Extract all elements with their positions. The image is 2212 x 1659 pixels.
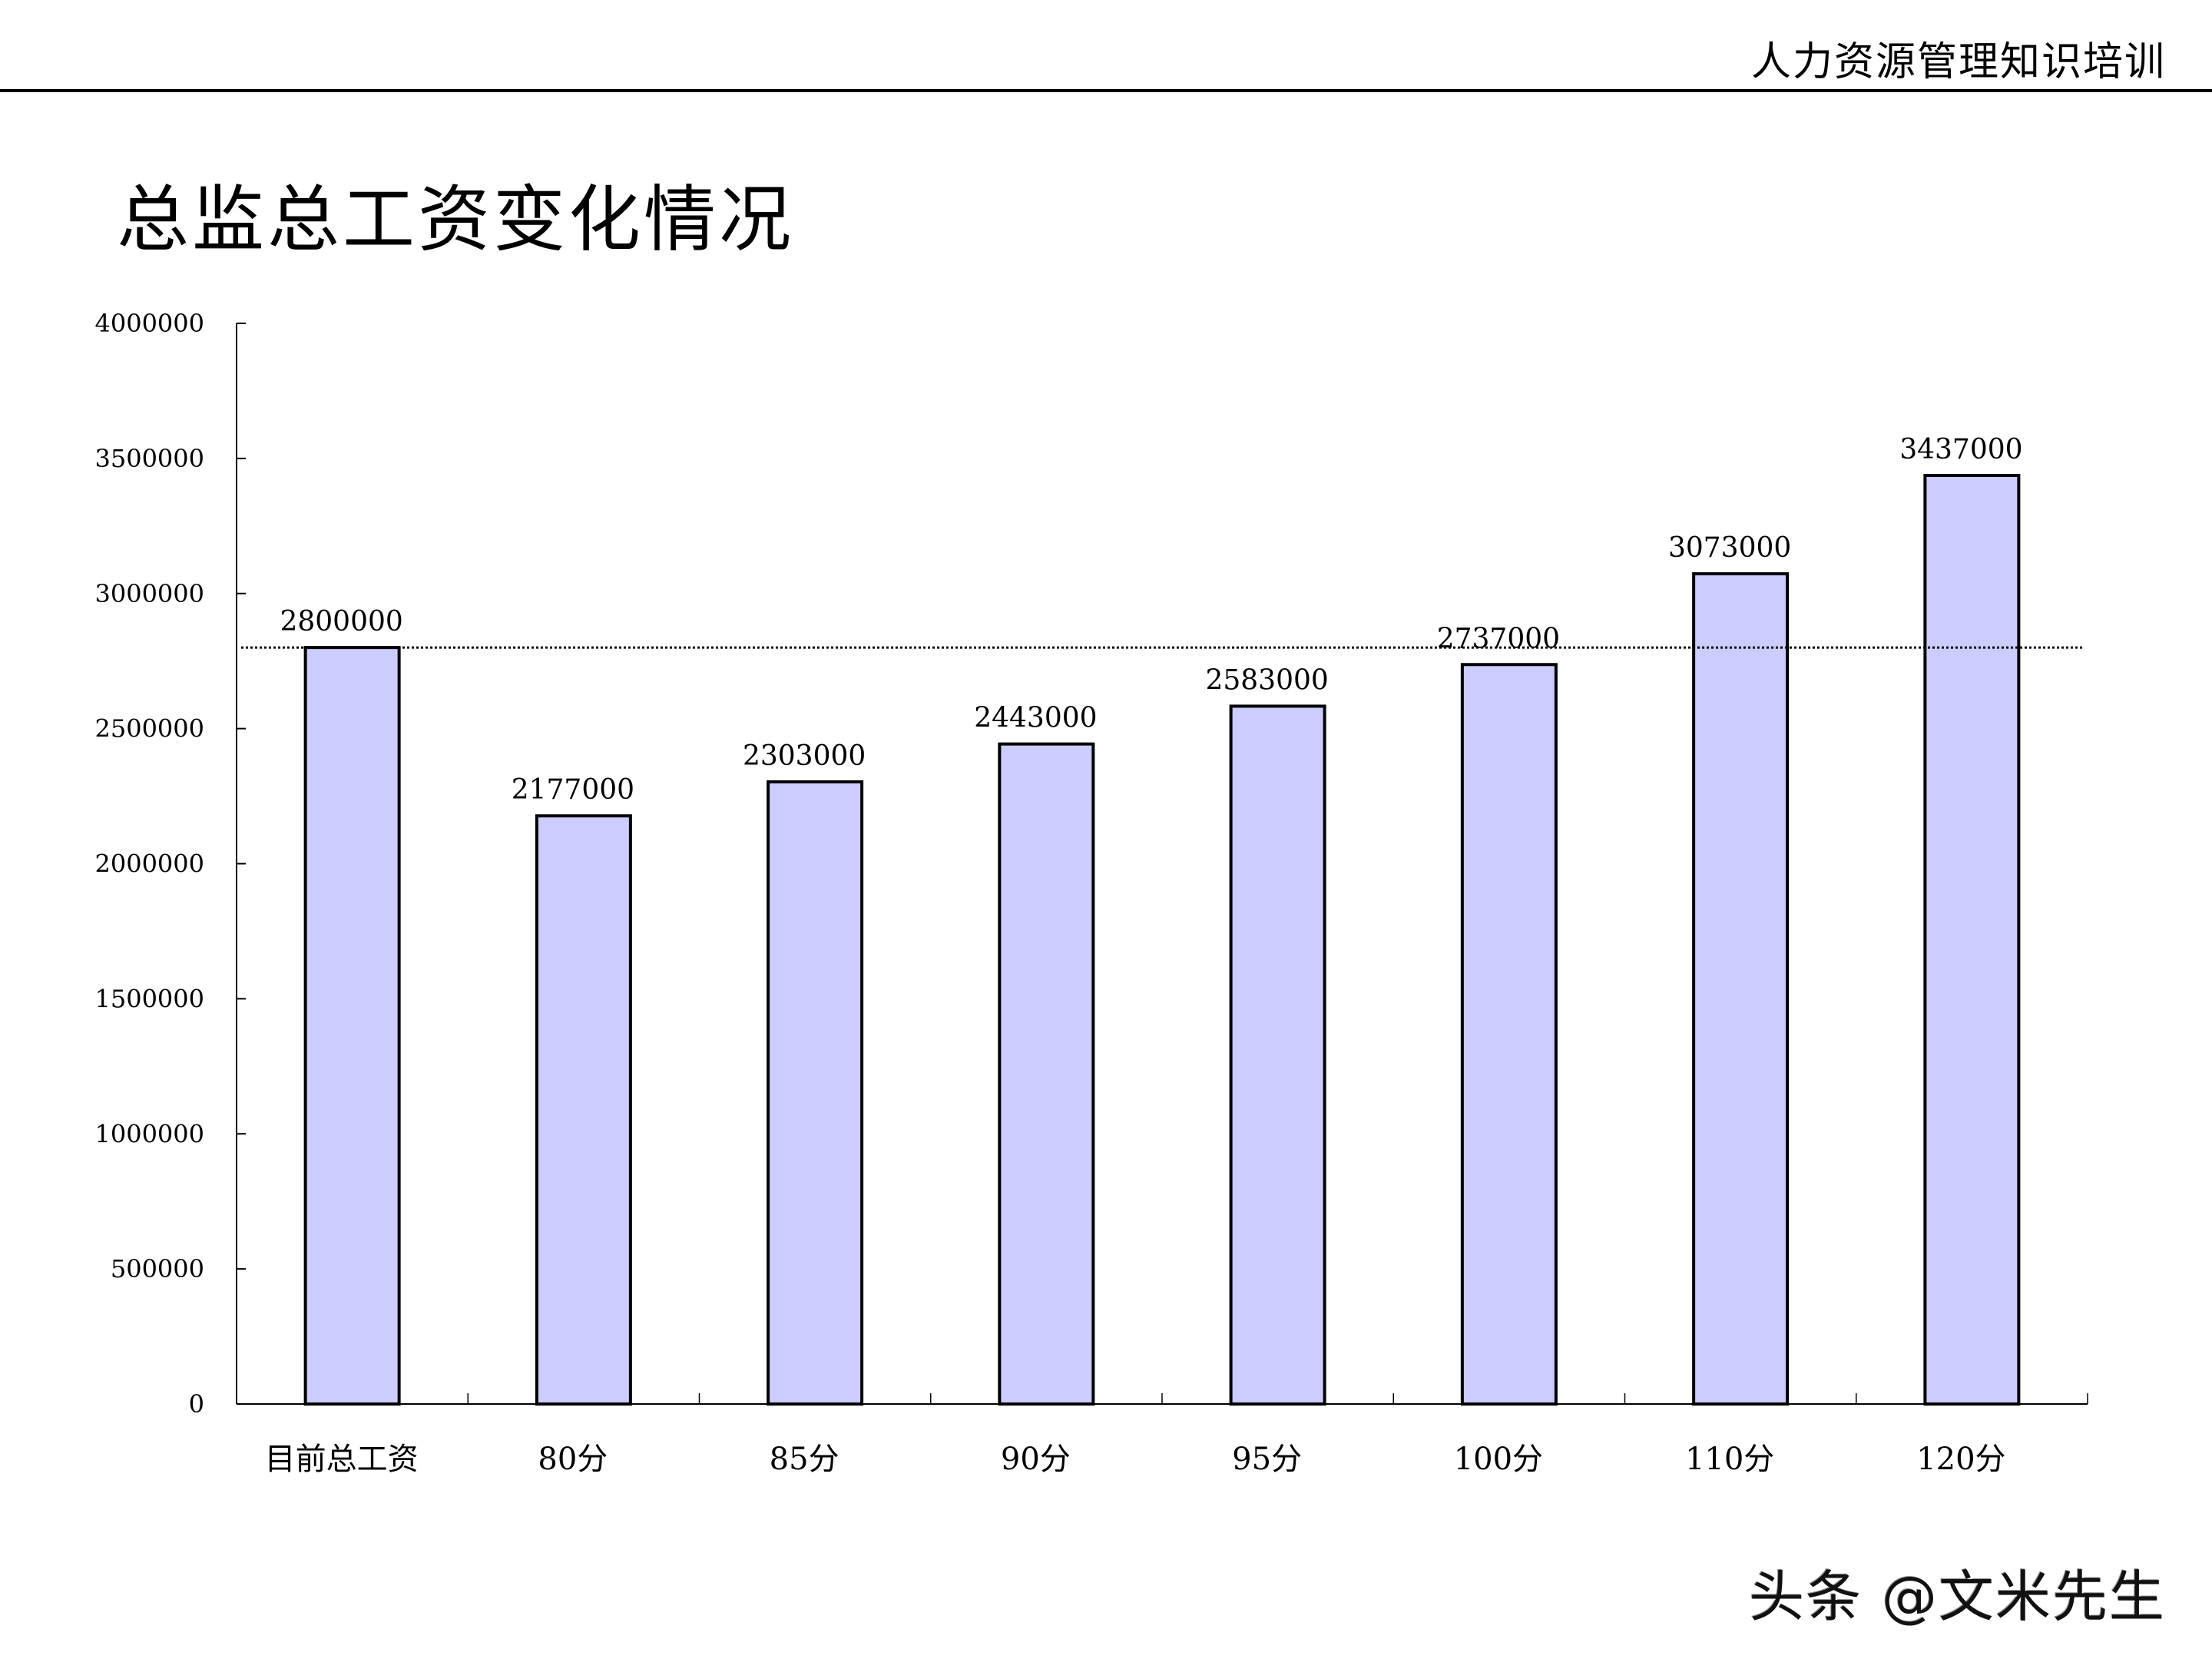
x-category-label: 85分 bbox=[770, 1442, 839, 1477]
y-tick-label: 3500000 bbox=[94, 444, 204, 473]
header-divider bbox=[0, 89, 2212, 92]
bar bbox=[535, 814, 632, 1406]
bar-value-label: 2737000 bbox=[1437, 623, 1560, 654]
bar bbox=[1692, 572, 1790, 1406]
x-category-label: 100分 bbox=[1454, 1442, 1543, 1477]
y-tick-label: 1500000 bbox=[94, 984, 204, 1013]
page-title: 总监总工资变化情况 bbox=[117, 178, 795, 262]
bar-value-label: 2443000 bbox=[974, 703, 1097, 734]
y-tick-label: 0 bbox=[189, 1389, 204, 1419]
x-category-label: 95分 bbox=[1232, 1442, 1302, 1477]
bar-value-label: 2177000 bbox=[512, 774, 634, 806]
y-tick-label: 2000000 bbox=[94, 849, 204, 879]
bar bbox=[1923, 474, 2021, 1406]
bar bbox=[1229, 704, 1326, 1406]
x-category-label: 90分 bbox=[1001, 1442, 1071, 1477]
bar-value-label: 2583000 bbox=[1205, 664, 1328, 696]
y-tick-label: 4000000 bbox=[94, 309, 204, 338]
bar bbox=[767, 780, 864, 1406]
watermark: 头条 @文米先生 bbox=[1749, 1565, 2166, 1629]
x-category-label: 目前总工资 bbox=[265, 1442, 419, 1477]
x-axis: 目前总工资 80分 85分 90分 95分 100分 110分 120分 bbox=[237, 1393, 2088, 1477]
bar-value-label: 3073000 bbox=[1668, 532, 1791, 564]
x-category-label: 80分 bbox=[538, 1442, 608, 1477]
y-axis: 0 500000 1000000 1500000 2000000 2500000 30000… bbox=[94, 309, 246, 1419]
y-tick-label: 3000000 bbox=[94, 579, 204, 608]
bar-value-label: 2800000 bbox=[280, 606, 402, 637]
bar-value-label: 2303000 bbox=[743, 740, 866, 772]
y-tick-label: 1000000 bbox=[94, 1119, 204, 1148]
bar bbox=[1460, 663, 1558, 1406]
x-category-label: 110分 bbox=[1685, 1442, 1774, 1477]
bar bbox=[998, 742, 1095, 1406]
bar-value-label: 3437000 bbox=[1899, 434, 2022, 465]
x-category-label: 120分 bbox=[1916, 1442, 2005, 1477]
y-tick-label: 500000 bbox=[111, 1254, 204, 1283]
bars: 2800000 2177000 2303000 2443000 2583000 27370… bbox=[280, 434, 2023, 1406]
bar bbox=[303, 646, 401, 1406]
y-tick-label: 2500000 bbox=[94, 714, 204, 743]
header-title: 人力资源管理知识培训 bbox=[1750, 39, 2166, 85]
